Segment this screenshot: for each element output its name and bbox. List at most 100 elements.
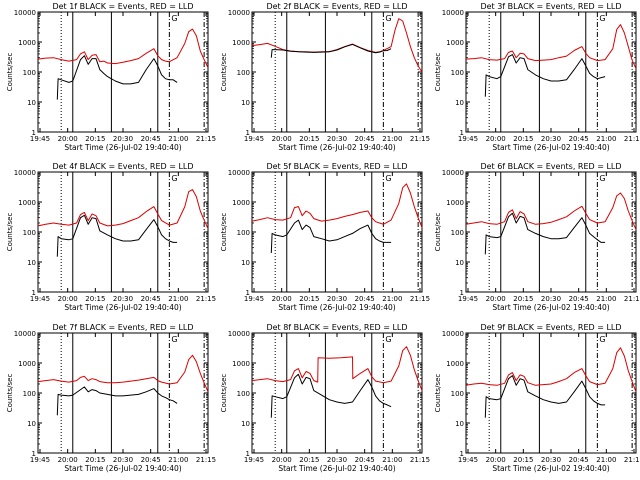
x-tick-label: 20:00	[272, 456, 292, 464]
x-tick-label: 20:45	[569, 295, 589, 303]
x-axis-label: Start Time (26-Jul-02 19:40:40)	[64, 143, 181, 152]
x-tick-label: 20:30	[113, 456, 133, 464]
y-tick-label: 10	[241, 259, 250, 267]
x-tick-label: 19:45	[458, 135, 478, 143]
y-tick-label: 10000	[228, 330, 250, 338]
y-tick-label: 100	[237, 69, 250, 77]
y-tick-label: 100	[237, 390, 250, 398]
y-tick-label: 10	[455, 420, 464, 428]
x-axis-label: Start Time (26-Jul-02 19:40:40)	[64, 303, 181, 312]
y-tick-label: 1000	[232, 199, 250, 207]
x-tick-label: 20:45	[569, 456, 589, 464]
x-tick-label: 20:15	[513, 135, 533, 143]
y-tick-label: 10000	[228, 169, 250, 177]
y-tick-label: 10	[27, 259, 36, 267]
x-tick-label: 20:00	[58, 135, 78, 143]
x-tick-label: 21:00	[168, 295, 188, 303]
y-tick-label: 100	[23, 390, 36, 398]
x-tick-label: 20:30	[327, 295, 347, 303]
y-axis-label: Counts/sec	[434, 53, 442, 92]
y-tick-label: 1000	[446, 360, 464, 368]
panel-title: Det 7f BLACK = Events, RED = LLD	[52, 323, 193, 332]
panel-det-6: 1 10 100 1000 10000 19:45 20:00 20:15 20:30 20:45…	[434, 162, 640, 312]
x-tick-label: 20:30	[541, 456, 561, 464]
x-tick-label: 20:30	[327, 456, 347, 464]
x-tick-label: 20:45	[141, 295, 161, 303]
plot-frame	[251, 11, 423, 133]
plot-frame	[465, 11, 637, 133]
y-tick-label: 1	[460, 450, 464, 458]
x-axis-label: Start Time (26-Jul-02 19:40:40)	[278, 303, 395, 312]
y-tick-label: 1	[246, 129, 250, 137]
x-tick-label: 19:45	[458, 295, 478, 303]
panel-title: Det 1f BLACK = Events, RED = LLD	[52, 2, 193, 11]
series-events-line	[270, 43, 392, 58]
panel-title: Det 4f BLACK = Events, RED = LLD	[52, 162, 193, 171]
x-tick-label: 20:15	[85, 135, 105, 143]
panel-det-2: 1 10 100 1000 10000 19:45 20:00 20:15 20:30 20:45…	[220, 2, 430, 152]
y-tick-label: 1	[32, 129, 36, 137]
y-tick-label: 1	[460, 129, 464, 137]
x-tick-label: 21:00	[596, 135, 616, 143]
annotation-label: G	[171, 14, 177, 23]
y-tick-label: 1000	[18, 39, 36, 47]
series-lld-line	[37, 28, 209, 68]
panel-title: Det 3f BLACK = Events, RED = LLD	[480, 2, 621, 11]
panel-title: Det 2f BLACK = Events, RED = LLD	[266, 2, 407, 11]
x-tick-label: 19:45	[458, 456, 478, 464]
x-tick-label: 20:15	[299, 456, 319, 464]
plot-frame	[465, 171, 637, 293]
y-tick-label: 10000	[442, 330, 464, 338]
annotation-label: G	[385, 335, 391, 344]
series-events-line	[484, 375, 606, 418]
panel-det-4: 1 10 100 1000 10000 19:45 20:00 20:15 20:30 20:45…	[6, 162, 216, 312]
x-axis-label: Start Time (26-Jul-02 19:40:40)	[492, 303, 609, 312]
y-tick-label: 1000	[446, 39, 464, 47]
y-axis-label: Counts/sec	[6, 213, 14, 252]
plot-frame	[251, 332, 423, 454]
y-tick-label: 100	[451, 229, 464, 237]
y-tick-label: 10	[27, 99, 36, 107]
y-tick-label: 10000	[14, 9, 36, 17]
x-axis-label: Start Time (26-Jul-02 19:40:40)	[278, 143, 395, 152]
y-tick-label: 10000	[14, 169, 36, 177]
y-tick-label: 10	[455, 259, 464, 267]
y-tick-label: 1	[32, 289, 36, 297]
y-tick-label: 1	[246, 289, 250, 297]
panel-title: Det 8f BLACK = Events, RED = LLD	[266, 323, 407, 332]
series-events-line	[270, 219, 392, 254]
series-events-line	[270, 373, 392, 418]
y-tick-label: 10	[27, 420, 36, 428]
x-tick-label: 21:00	[382, 456, 402, 464]
annotation-label: G	[385, 14, 391, 23]
annotation-label: G	[171, 335, 177, 344]
y-tick-label: 10000	[14, 330, 36, 338]
series-lld-line	[251, 183, 423, 228]
x-tick-label: 21:00	[596, 456, 616, 464]
panel-det-1: 1 10 100 1000 10000 19:45 20:00 20:15 20:30 20:45…	[6, 2, 216, 152]
y-axis-label: Counts/sec	[220, 53, 228, 92]
x-tick-label: 20:45	[569, 135, 589, 143]
x-tick-label: 19:45	[30, 456, 50, 464]
x-axis-label: Start Time (26-Jul-02 19:40:40)	[64, 464, 181, 473]
x-tick-label: 21:15	[196, 295, 216, 303]
plot-frame	[465, 332, 637, 454]
x-tick-label: 19:45	[244, 295, 264, 303]
y-tick-label: 100	[237, 229, 250, 237]
plot-frame	[251, 171, 423, 293]
x-tick-label: 20:00	[272, 135, 292, 143]
x-tick-label: 20:45	[355, 295, 375, 303]
y-tick-label: 1	[32, 450, 36, 458]
y-axis-label: Counts/sec	[220, 213, 228, 252]
y-tick-label: 1000	[18, 199, 36, 207]
y-tick-label: 10000	[442, 169, 464, 177]
x-tick-label: 21:15	[410, 295, 430, 303]
x-tick-label: 20:15	[513, 295, 533, 303]
y-tick-label: 100	[23, 229, 36, 237]
plot-frame	[37, 171, 209, 293]
x-tick-label: 20:00	[58, 456, 78, 464]
y-tick-label: 10	[241, 420, 250, 428]
plot-frame	[37, 332, 209, 454]
